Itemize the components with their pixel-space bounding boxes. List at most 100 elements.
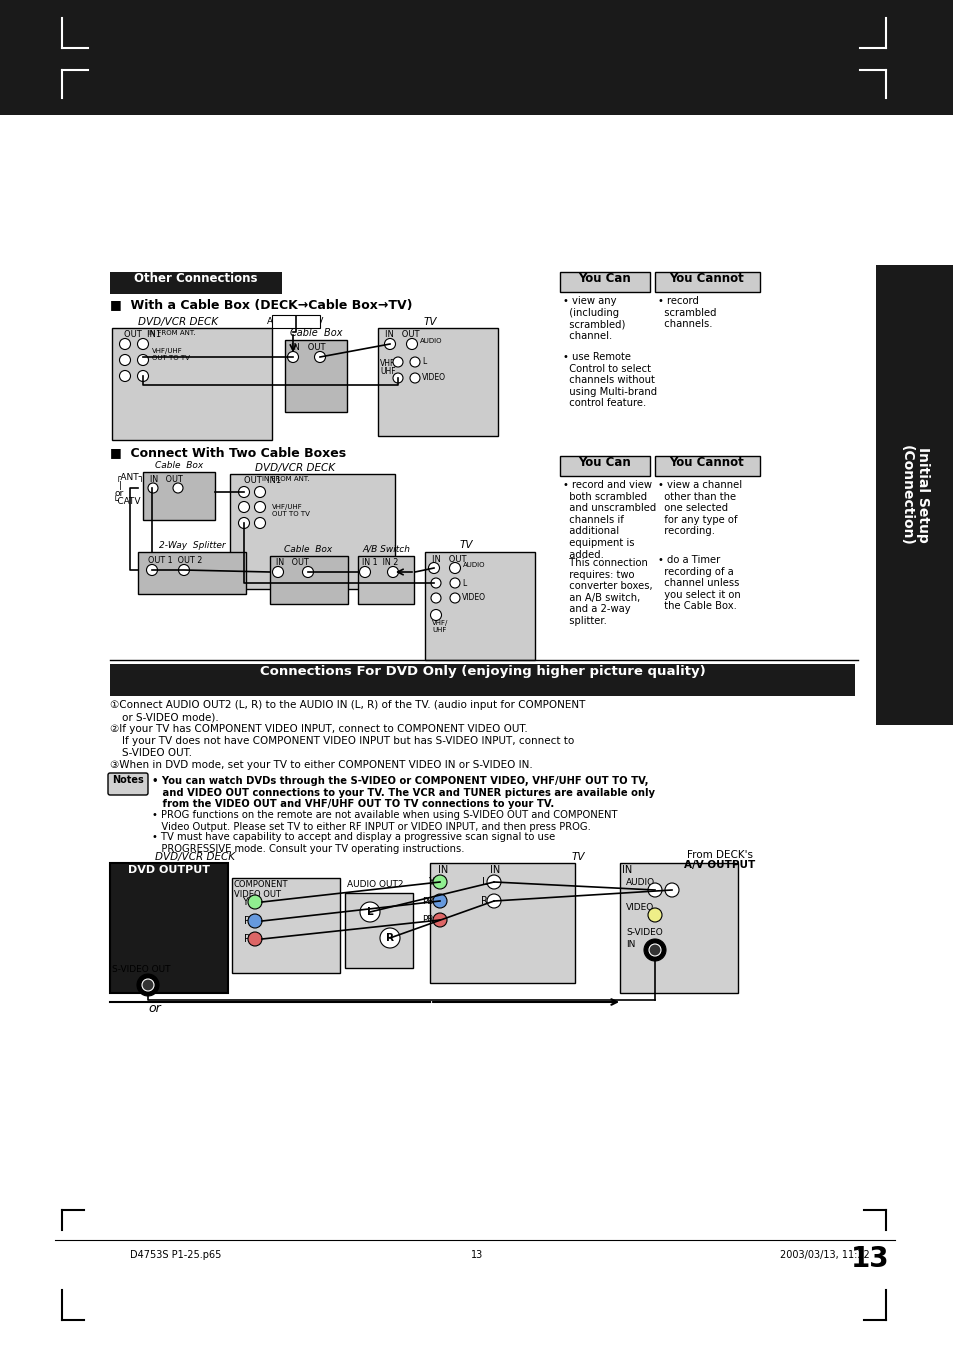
Text: Cable  Box: Cable Box xyxy=(284,544,332,554)
Text: AUDIO: AUDIO xyxy=(419,338,442,345)
Circle shape xyxy=(450,593,459,603)
Text: or S-VIDEO mode).: or S-VIDEO mode). xyxy=(122,712,218,721)
Bar xyxy=(875,265,953,725)
Text: You Can: You Can xyxy=(578,272,631,285)
Circle shape xyxy=(431,593,440,603)
Text: IN   OUT: IN OUT xyxy=(275,558,309,567)
Circle shape xyxy=(647,908,661,921)
Text: IN   OUT: IN OUT xyxy=(291,343,325,353)
Bar xyxy=(270,557,348,604)
Text: TV: TV xyxy=(458,540,473,550)
Circle shape xyxy=(137,354,149,366)
Bar xyxy=(143,471,214,520)
Circle shape xyxy=(406,339,417,350)
Circle shape xyxy=(486,894,500,908)
Circle shape xyxy=(410,357,419,367)
Text: IN FROM ANT.: IN FROM ANT. xyxy=(262,476,309,482)
Text: DVD/VCR DECK: DVD/VCR DECK xyxy=(138,317,218,327)
Circle shape xyxy=(648,944,660,957)
Text: This connection
  requires: two
  converter boxes,
  an A/B switch,
  and a 2-wa: This connection requires: two converter … xyxy=(562,558,652,626)
Text: P: P xyxy=(244,916,250,925)
Text: Connections For DVD Only (enjoying higher picture quality): Connections For DVD Only (enjoying highe… xyxy=(260,665,705,678)
Bar xyxy=(559,272,649,292)
Text: L: L xyxy=(482,877,488,888)
Text: S-VIDEO OUT.: S-VIDEO OUT. xyxy=(122,748,192,758)
Text: Other Connections: Other Connections xyxy=(134,272,257,285)
Circle shape xyxy=(302,566,314,577)
Text: • use Remote
  Control to select
  channels without
  using Multi-brand
  contro: • use Remote Control to select channels … xyxy=(562,353,657,408)
Text: COMPONENT
VIDEO OUT: COMPONENT VIDEO OUT xyxy=(233,880,288,900)
Circle shape xyxy=(119,370,131,381)
Text: • record and view
  both scrambled
  and unscrambled
  channels if
  additional
: • record and view both scrambled and uns… xyxy=(562,480,656,559)
Bar xyxy=(138,553,246,594)
Circle shape xyxy=(142,979,153,992)
Text: ■  Connect With Two Cable Boxes: ■ Connect With Two Cable Boxes xyxy=(110,446,346,459)
Circle shape xyxy=(172,484,183,493)
Text: • PROG functions on the remote are not available when using S-VIDEO OUT and COMP: • PROG functions on the remote are not a… xyxy=(152,811,617,832)
Circle shape xyxy=(486,875,500,889)
Text: ■  With a Cable Box (DECK→Cable Box→TV): ■ With a Cable Box (DECK→Cable Box→TV) xyxy=(110,299,412,311)
Circle shape xyxy=(387,566,398,577)
Circle shape xyxy=(359,566,370,577)
Text: IN: IN xyxy=(490,865,499,875)
Bar xyxy=(655,272,760,292)
Text: AUDIO: AUDIO xyxy=(625,878,655,888)
Circle shape xyxy=(248,932,262,946)
Text: ③When in DVD mode, set your TV to either COMPONENT VIDEO IN or S-VIDEO IN.: ③When in DVD mode, set your TV to either… xyxy=(110,761,532,770)
Text: • view any
  (including
  scrambled)
  channel.: • view any (including scrambled) channel… xyxy=(562,296,625,340)
Bar xyxy=(655,457,760,476)
Circle shape xyxy=(254,517,265,528)
Circle shape xyxy=(410,373,419,382)
Text: IN 1  IN 2: IN 1 IN 2 xyxy=(361,558,398,567)
Circle shape xyxy=(238,517,250,528)
Circle shape xyxy=(450,578,459,588)
Bar xyxy=(110,272,282,295)
Bar xyxy=(430,863,575,984)
Bar xyxy=(232,878,339,973)
Text: From DECK's: From DECK's xyxy=(686,850,752,861)
Text: • You can watch DVDs through the S-VIDEO or COMPONENT VIDEO, VHF/UHF OUT TO TV,
: • You can watch DVDs through the S-VIDEO… xyxy=(152,775,655,809)
Bar xyxy=(619,863,738,993)
Bar xyxy=(0,0,953,115)
Text: Y: Y xyxy=(242,897,248,907)
Text: OUT  IN1: OUT IN1 xyxy=(124,330,161,339)
Circle shape xyxy=(384,339,395,350)
Text: AUDIO: AUDIO xyxy=(462,562,485,567)
Text: OUT 1  OUT 2: OUT 1 OUT 2 xyxy=(148,557,202,565)
Text: IN   OUT: IN OUT xyxy=(150,476,183,484)
Text: VIDEO: VIDEO xyxy=(461,593,485,603)
Text: IN: IN xyxy=(621,865,632,875)
Text: • view a channel
  other than the
  one selected
  for any type of
  recording.: • view a channel other than the one sele… xyxy=(658,480,741,536)
Text: DVD/VCR DECK: DVD/VCR DECK xyxy=(254,463,335,473)
Bar xyxy=(377,328,497,436)
Circle shape xyxy=(430,609,441,620)
Text: A/V OUTPUT: A/V OUTPUT xyxy=(683,861,755,870)
Circle shape xyxy=(431,578,440,588)
Circle shape xyxy=(359,902,379,921)
Text: • do a Timer
  recording of a
  channel unless
  you select it on
  the Cable Bo: • do a Timer recording of a channel unle… xyxy=(658,555,740,612)
Text: Notes: Notes xyxy=(112,775,144,785)
Text: VHF/UHF
OUT TO TV: VHF/UHF OUT TO TV xyxy=(272,504,310,517)
Text: IN   OUT: IN OUT xyxy=(432,555,466,563)
Text: DVD/VCR DECK: DVD/VCR DECK xyxy=(154,852,234,862)
Bar xyxy=(285,340,347,412)
Circle shape xyxy=(137,974,159,996)
Circle shape xyxy=(379,928,399,948)
Bar xyxy=(272,315,319,328)
Text: |: | xyxy=(119,481,122,490)
Circle shape xyxy=(119,354,131,366)
Circle shape xyxy=(137,370,149,381)
Bar xyxy=(345,893,413,969)
Text: L: L xyxy=(366,907,373,917)
Circle shape xyxy=(137,339,149,350)
Text: 13: 13 xyxy=(471,1250,482,1260)
Text: TV: TV xyxy=(571,852,584,862)
Text: You Cannot: You Cannot xyxy=(669,272,743,285)
Text: R: R xyxy=(252,936,256,942)
Text: VHF/UHF
OUT TO TV: VHF/UHF OUT TO TV xyxy=(152,349,190,362)
Text: VIDEO: VIDEO xyxy=(625,902,654,912)
Circle shape xyxy=(433,913,447,927)
Circle shape xyxy=(433,894,447,908)
Text: ①Connect AUDIO OUT2 (L, R) to the AUDIO IN (L, R) of the TV. (audio input for CO: ①Connect AUDIO OUT2 (L, R) to the AUDIO … xyxy=(110,700,585,711)
Circle shape xyxy=(148,484,158,493)
